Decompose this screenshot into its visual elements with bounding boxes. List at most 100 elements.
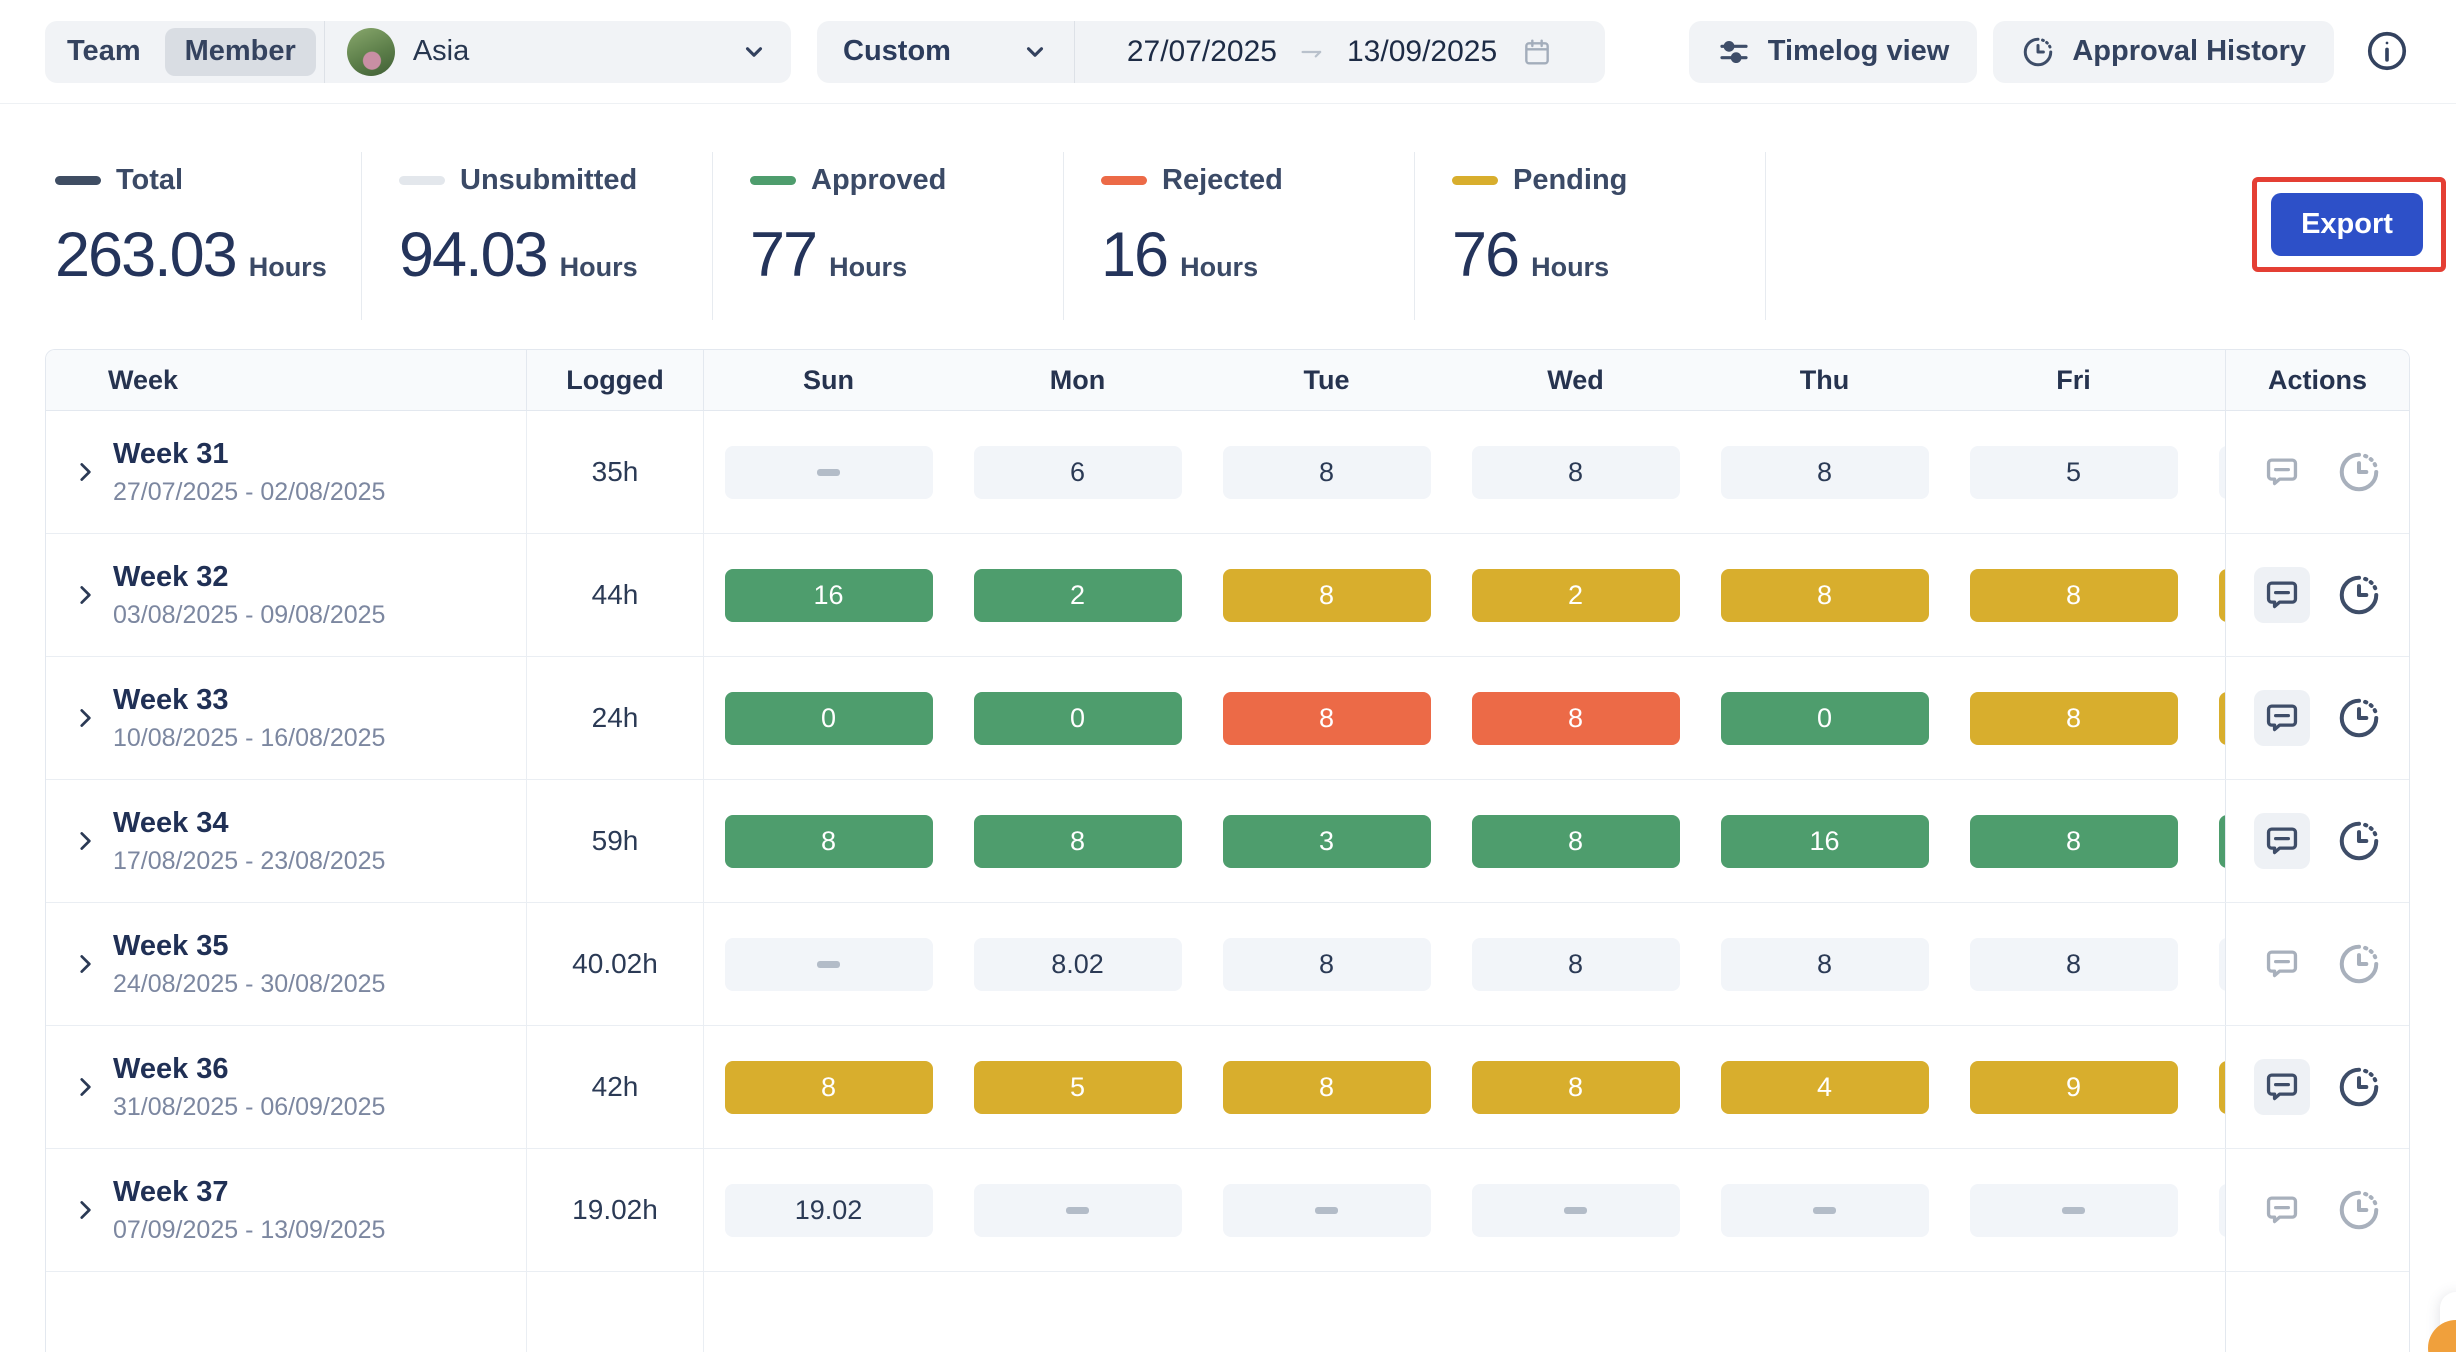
row-expand-chevron-icon[interactable]: [72, 459, 98, 485]
time-history-action-button[interactable]: [2336, 1064, 2382, 1110]
day-chip[interactable]: 8: [1222, 445, 1431, 499]
day-chip[interactable]: 6: [973, 445, 1182, 499]
day-chip[interactable]: 8: [1222, 568, 1431, 622]
day-chip[interactable]: [724, 445, 933, 499]
week-label[interactable]: Week 33: [113, 683, 229, 716]
week-cell: Week 33 10/08/2025 - 16/08/2025: [46, 657, 527, 779]
day-chip[interactable]: 8: [1720, 937, 1929, 991]
day-chip[interactable]: 2: [973, 568, 1182, 622]
day-chip[interactable]: 2: [1471, 568, 1680, 622]
approval-history-button[interactable]: Approval History: [1993, 20, 2334, 83]
day-chip[interactable]: [724, 937, 933, 991]
day-chip-sat-clipped[interactable]: [2218, 568, 2225, 622]
day-chip[interactable]: [1222, 1183, 1431, 1237]
day-chip[interactable]: 8: [1969, 814, 2178, 868]
day-slot: [1700, 1183, 1949, 1237]
week-label[interactable]: Week 34: [113, 806, 229, 839]
info-button[interactable]: [2364, 28, 2412, 76]
start-date: 27/07/2025: [1126, 34, 1277, 68]
day-chip[interactable]: [1969, 1183, 2178, 1237]
day-chip-sat-clipped[interactable]: [2218, 1183, 2225, 1237]
day-chip[interactable]: 16: [724, 568, 933, 622]
comment-action-button[interactable]: [2253, 690, 2310, 746]
member-dropdown[interactable]: Asia: [325, 21, 791, 83]
range-type-value: Custom: [843, 35, 951, 67]
day-chip[interactable]: 5: [973, 1060, 1182, 1114]
comment-action-button[interactable]: [2253, 813, 2310, 869]
day-chip-sat-clipped[interactable]: [2218, 445, 2225, 499]
time-history-action-button[interactable]: [2336, 449, 2382, 495]
day-chip[interactable]: [973, 1183, 1182, 1237]
time-history-action-button[interactable]: [2336, 1187, 2382, 1233]
day-chip[interactable]: 16: [1720, 814, 1929, 868]
toggle-member[interactable]: Member: [164, 27, 316, 76]
day-chip[interactable]: 0: [1720, 691, 1929, 745]
day-chip-sat-clipped[interactable]: [2218, 691, 2225, 745]
week-label[interactable]: Week 35: [113, 929, 229, 962]
time-history-action-button[interactable]: [2336, 572, 2382, 618]
row-expand-chevron-icon[interactable]: [72, 1197, 98, 1223]
day-chip[interactable]: 0: [973, 691, 1182, 745]
range-type-dropdown[interactable]: Custom: [817, 21, 1074, 83]
week-label[interactable]: Week 31: [113, 437, 229, 470]
export-button[interactable]: Export: [2271, 193, 2423, 256]
comment-action-button[interactable]: [2254, 1182, 2310, 1238]
day-chip[interactable]: 8: [1471, 1060, 1680, 1114]
day-chip[interactable]: 8: [1969, 568, 2178, 622]
day-chip[interactable]: 8: [1222, 1060, 1431, 1114]
day-chip[interactable]: 8: [1471, 691, 1680, 745]
week-label[interactable]: Week 37: [113, 1175, 229, 1208]
row-expand-chevron-icon[interactable]: [72, 1074, 98, 1100]
history-clock-icon: [2339, 698, 2378, 738]
row-expand-chevron-icon[interactable]: [72, 828, 98, 854]
day-slot: 8: [1949, 814, 2198, 868]
floating-action-button[interactable]: [2428, 1320, 2456, 1352]
time-history-action-button[interactable]: [2336, 818, 2382, 864]
comment-action-button[interactable]: [2254, 444, 2310, 500]
time-history-action-button[interactable]: [2336, 941, 2382, 987]
stat-unsubmitted: Unsubmitted 94.03 Hours: [362, 152, 713, 320]
day-chip[interactable]: 19.02: [724, 1183, 933, 1237]
day-chip[interactable]: 8: [1720, 445, 1929, 499]
day-chip[interactable]: 8: [1969, 937, 2178, 991]
day-chip-sat-clipped[interactable]: [2218, 814, 2225, 868]
day-slot: 5: [1949, 445, 2198, 499]
day-chip[interactable]: 4: [1720, 1060, 1929, 1114]
comment-action-button[interactable]: [2253, 567, 2310, 623]
week-label[interactable]: Week 32: [113, 560, 229, 593]
day-slot: 6: [953, 445, 1202, 499]
day-chip[interactable]: 8: [1720, 568, 1929, 622]
day-chip[interactable]: 8: [973, 814, 1182, 868]
toggle-team[interactable]: Team: [45, 21, 163, 83]
day-chip[interactable]: 8: [724, 1060, 933, 1114]
day-chip[interactable]: 5: [1969, 445, 2178, 499]
day-slot: 8: [1949, 691, 2198, 745]
date-range-picker[interactable]: 27/07/2025 13/09/2025: [1075, 21, 1605, 83]
day-chip-sat-clipped[interactable]: [2218, 937, 2225, 991]
actions-cell: [2225, 903, 2409, 1025]
day-chip[interactable]: 0: [724, 691, 933, 745]
day-chip[interactable]: 8: [1222, 937, 1431, 991]
time-history-action-button[interactable]: [2336, 695, 2382, 741]
row-expand-chevron-icon[interactable]: [72, 705, 98, 731]
comment-action-button[interactable]: [2254, 936, 2310, 992]
day-chip[interactable]: 8: [1471, 937, 1680, 991]
comment-action-button[interactable]: [2253, 1059, 2310, 1115]
day-chip[interactable]: 8: [1222, 691, 1431, 745]
day-chip[interactable]: 3: [1222, 814, 1431, 868]
row-expand-chevron-icon[interactable]: [72, 582, 98, 608]
stat-unit: Hours: [1180, 252, 1259, 282]
day-chip[interactable]: 9: [1969, 1060, 2178, 1114]
day-slot: 8: [1451, 1060, 1700, 1114]
day-chip[interactable]: 8: [1969, 691, 2178, 745]
row-expand-chevron-icon[interactable]: [72, 951, 98, 977]
timelog-view-button[interactable]: Timelog view: [1688, 20, 1978, 83]
day-chip[interactable]: 8.02: [973, 937, 1182, 991]
day-chip[interactable]: [1720, 1183, 1929, 1237]
week-label[interactable]: Week 36: [113, 1052, 229, 1085]
day-chip[interactable]: 8: [1471, 445, 1680, 499]
day-chip[interactable]: 8: [1471, 814, 1680, 868]
day-chip[interactable]: 8: [724, 814, 933, 868]
day-chip-sat-clipped[interactable]: [2218, 1060, 2225, 1114]
day-chip[interactable]: [1471, 1183, 1680, 1237]
